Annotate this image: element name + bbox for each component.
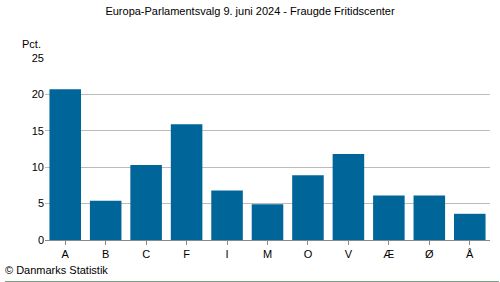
- svg-text:O: O: [304, 248, 313, 260]
- svg-text:5: 5: [38, 197, 44, 209]
- svg-text:C: C: [142, 248, 150, 260]
- svg-text:Ø: Ø: [425, 248, 434, 260]
- svg-text:Europa-Parlamentsvalg 9. juni: Europa-Parlamentsvalg 9. juni 2024 - Fra…: [105, 5, 395, 17]
- svg-text:10: 10: [32, 161, 44, 173]
- svg-text:20: 20: [32, 88, 44, 100]
- svg-text:F: F: [183, 248, 190, 260]
- svg-text:25: 25: [32, 52, 44, 64]
- svg-text:B: B: [102, 248, 109, 260]
- svg-text:Pct.: Pct.: [22, 38, 41, 50]
- svg-text:15: 15: [32, 125, 44, 137]
- svg-text:0: 0: [38, 234, 44, 246]
- svg-text:Æ: Æ: [383, 248, 394, 260]
- svg-text:A: A: [62, 248, 70, 260]
- svg-text:© Danmarks Statistik: © Danmarks Statistik: [5, 264, 108, 276]
- svg-text:M: M: [263, 248, 272, 260]
- svg-text:I: I: [226, 248, 229, 260]
- svg-text:V: V: [345, 248, 353, 260]
- svg-text:Å: Å: [466, 248, 474, 260]
